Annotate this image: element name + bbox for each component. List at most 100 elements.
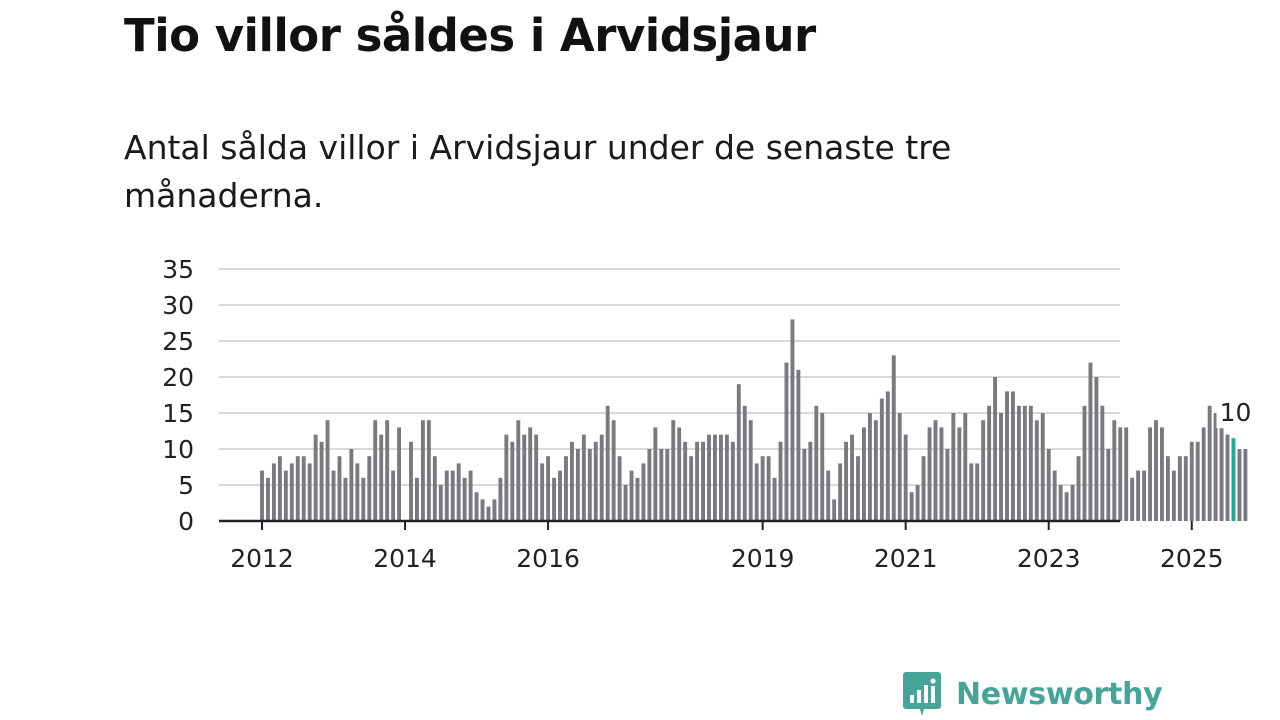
bar (397, 427, 402, 521)
x-tick-label: 2025 (1160, 544, 1224, 573)
bar (1130, 477, 1135, 521)
bar (1237, 449, 1242, 521)
bar (426, 420, 431, 521)
bar (575, 449, 580, 521)
bar (879, 398, 884, 521)
bar (683, 441, 688, 521)
bar (766, 456, 771, 521)
bar (1201, 427, 1206, 521)
bar (921, 456, 926, 521)
bar (456, 463, 461, 521)
x-tick-label: 2023 (1017, 544, 1081, 573)
bar (492, 499, 497, 521)
bar (748, 420, 753, 521)
bar (897, 413, 902, 521)
bar (385, 420, 390, 521)
bar (969, 463, 974, 521)
bar (933, 420, 938, 521)
axes (219, 519, 1193, 530)
bar (307, 463, 312, 521)
y-tick-label: 5 (178, 471, 194, 500)
bar (593, 441, 598, 521)
bar (415, 477, 419, 521)
y-tick-label: 30 (162, 291, 194, 320)
bar (432, 456, 437, 521)
bar (808, 441, 813, 521)
bar (1243, 449, 1248, 521)
bar (528, 427, 533, 521)
bar (1011, 391, 1015, 521)
bar (778, 441, 783, 521)
bar (409, 441, 413, 521)
bar (480, 499, 485, 521)
bar (367, 456, 372, 521)
x-tick-label: 2016 (516, 544, 580, 573)
bar (1070, 485, 1075, 521)
bar (611, 420, 616, 521)
x-tick-label: 2012 (230, 544, 294, 573)
bar (796, 369, 801, 521)
bar (844, 441, 849, 521)
bar (671, 420, 676, 521)
x-tick-label: 2019 (731, 544, 795, 573)
bar (564, 456, 568, 521)
data-label-latest: 10 (1220, 398, 1252, 427)
bar (713, 434, 717, 521)
y-tick-label: 25 (162, 327, 194, 356)
bar (474, 492, 479, 521)
bar (510, 441, 515, 521)
bar (1076, 456, 1081, 521)
bar (569, 441, 574, 521)
bar (695, 441, 700, 521)
bar (718, 434, 723, 521)
bar (772, 477, 777, 521)
bar (1195, 441, 1200, 521)
bar (301, 456, 306, 521)
bar (1058, 485, 1063, 521)
bar (641, 463, 646, 521)
bar (1183, 456, 1188, 521)
bar (1016, 405, 1021, 521)
bar (319, 441, 324, 521)
bar (951, 413, 956, 521)
bar (814, 405, 819, 521)
bar (838, 463, 843, 521)
bar (546, 456, 551, 521)
bar (599, 434, 604, 521)
bar (266, 477, 270, 521)
bar (677, 427, 682, 521)
bar (558, 470, 562, 521)
bar (885, 391, 890, 521)
bar (1171, 470, 1176, 521)
bar (629, 470, 634, 521)
bar (1136, 470, 1141, 521)
bar (438, 485, 443, 521)
bar (355, 463, 360, 521)
bar (283, 470, 288, 521)
bar (295, 456, 300, 521)
bar (689, 456, 694, 521)
bar (701, 441, 705, 521)
bar (736, 384, 741, 521)
bar (260, 470, 264, 521)
bar (587, 449, 592, 521)
bar (867, 413, 872, 521)
bar (963, 413, 968, 521)
bar (784, 362, 789, 521)
bar (1165, 456, 1170, 521)
bar (623, 485, 628, 521)
bar (1177, 456, 1182, 521)
bar (313, 434, 318, 521)
bar (724, 434, 729, 521)
bar (1052, 470, 1057, 521)
bar (1082, 405, 1087, 521)
y-tick-label: 20 (162, 363, 194, 392)
bar (468, 470, 473, 521)
x-tick-label: 2021 (874, 544, 938, 573)
bar (1148, 427, 1152, 521)
y-tick-label: 35 (162, 255, 194, 284)
bar (391, 470, 396, 521)
bar (444, 470, 449, 521)
bar (993, 377, 998, 521)
bar (647, 449, 652, 521)
